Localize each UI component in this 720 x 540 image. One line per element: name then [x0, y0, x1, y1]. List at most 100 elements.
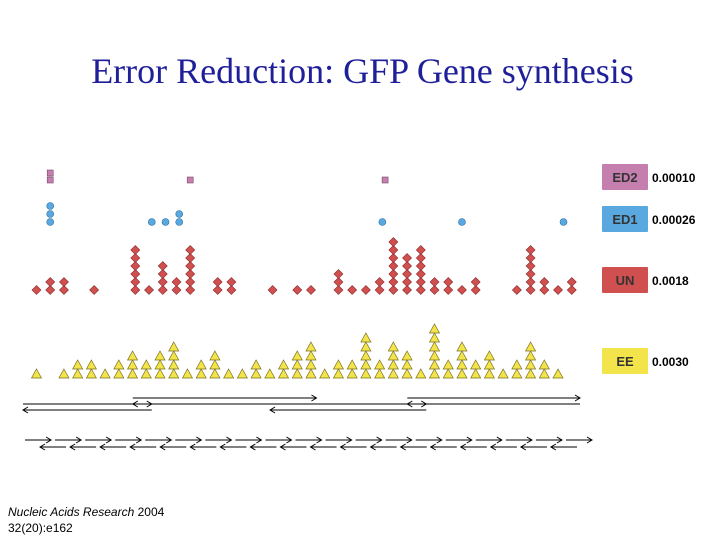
ee-error-marker — [360, 341, 372, 352]
ed2-error-marker — [381, 176, 389, 184]
oligo-arrow-forward — [226, 436, 233, 444]
oligo-arrow-reverse — [429, 443, 436, 451]
ee-error-marker — [209, 368, 221, 379]
assembly-arrow-reverse — [406, 400, 413, 408]
un-error-marker — [511, 285, 522, 295]
ee-error-marker — [291, 359, 303, 370]
assembly-arrow-forward — [311, 394, 318, 402]
un-error-marker — [388, 277, 399, 287]
un-error-marker — [402, 277, 412, 287]
ee-error-marker — [168, 350, 180, 361]
ee-error-marker — [470, 368, 482, 379]
ee-error-marker — [470, 359, 482, 370]
un-error-marker — [45, 277, 56, 287]
ee-error-marker — [85, 368, 97, 379]
oligo-arrow-forward — [105, 436, 113, 444]
oligo-arrow-forward — [496, 436, 503, 444]
assembly-diagram — [22, 394, 593, 451]
oligo-arrow-forward — [436, 436, 443, 444]
un-error-marker — [388, 285, 399, 295]
ee-error-marker — [456, 359, 468, 370]
badge-ed1 — [602, 206, 648, 232]
ed2-error-marker — [46, 176, 54, 184]
ee-error-marker — [250, 368, 262, 379]
un-error-marker — [130, 269, 141, 279]
ee-error-marker — [223, 368, 235, 379]
un-error-marker — [212, 277, 223, 287]
un-error-marker — [429, 285, 440, 295]
ed1-error-marker — [175, 210, 184, 218]
assembly-arrow-forward — [574, 394, 581, 402]
ee-error-marker — [442, 368, 454, 379]
un-error-marker — [157, 285, 168, 295]
un-error-marker — [443, 277, 454, 287]
ed1-error-marker — [175, 218, 184, 226]
oligo-arrow-reverse — [99, 443, 106, 451]
oligo-arrow-forward — [316, 436, 323, 444]
ee-error-marker — [126, 368, 139, 379]
oligo-arrow-forward — [556, 436, 563, 444]
ee-error-marker — [524, 359, 537, 370]
un-error-marker — [185, 245, 196, 255]
rate-ed2: 0.00010 — [652, 171, 696, 185]
ee-error-marker — [374, 368, 386, 379]
ed1-error-marker — [161, 218, 170, 226]
un-error-marker — [347, 285, 358, 295]
un-error-marker — [185, 269, 196, 279]
oligo-arrow-reverse — [129, 443, 136, 451]
un-error-marker — [185, 285, 196, 295]
ee-error-marker — [332, 368, 345, 379]
ee-error-marker — [72, 359, 84, 370]
ee-error-marker — [456, 368, 468, 379]
ee-error-marker — [387, 350, 399, 361]
ee-error-marker — [305, 350, 317, 361]
un-error-marker — [525, 277, 536, 287]
ee-error-marker — [209, 350, 221, 361]
ee-error-marker — [428, 350, 441, 361]
un-error-marker — [185, 261, 196, 271]
ee-error-marker — [30, 368, 43, 379]
ee-error-marker — [428, 323, 441, 334]
un-error-marker — [470, 285, 481, 295]
un-error-marker — [374, 285, 385, 295]
un-error-marker — [157, 269, 168, 279]
oligo-arrow-forward — [196, 436, 203, 444]
ee-error-marker — [154, 368, 166, 379]
un-error-marker — [157, 277, 168, 287]
ee-error-marker — [497, 368, 509, 379]
ed2-error-marker — [46, 169, 54, 177]
oligo-arrow-forward — [286, 436, 293, 444]
ee-error-marker — [387, 368, 399, 379]
slide-title: Error Reduction: GFP Gene synthesis — [91, 51, 634, 91]
citation: Nucleic Acids Research 2004 32(20):e162 — [8, 504, 164, 536]
un-error-marker — [525, 285, 536, 295]
un-error-marker — [130, 253, 141, 263]
un-error-marker — [130, 261, 141, 271]
un-error-marker — [388, 237, 399, 247]
ee-error-marker — [168, 368, 180, 379]
oligo-arrow-reverse — [309, 443, 316, 451]
ee-error-marker — [552, 368, 564, 379]
un-error-marker — [402, 253, 412, 263]
ee-error-marker — [360, 368, 372, 379]
ee-error-marker — [387, 341, 399, 352]
un-error-marker — [185, 277, 196, 287]
ee-error-marker — [154, 359, 166, 370]
un-error-marker — [185, 253, 196, 263]
oligo-arrow-reverse — [219, 443, 226, 451]
rate-ee: 0.0030 — [652, 355, 689, 369]
oligo-arrow-forward — [376, 436, 383, 444]
ee-error-marker — [401, 359, 413, 370]
oligo-arrow-forward — [45, 436, 53, 444]
ee-error-marker — [428, 341, 441, 352]
un-error-marker — [171, 277, 182, 287]
ee-error-marker — [524, 350, 537, 361]
ed2-error-marker — [186, 176, 194, 184]
ee-error-marker — [346, 359, 358, 370]
un-error-marker — [130, 245, 141, 255]
rate-ed1: 0.00026 — [652, 213, 696, 227]
ee-error-marker — [524, 341, 537, 352]
ee-error-marker — [140, 359, 152, 370]
un-error-marker — [457, 285, 467, 295]
un-error-marker — [415, 261, 426, 271]
